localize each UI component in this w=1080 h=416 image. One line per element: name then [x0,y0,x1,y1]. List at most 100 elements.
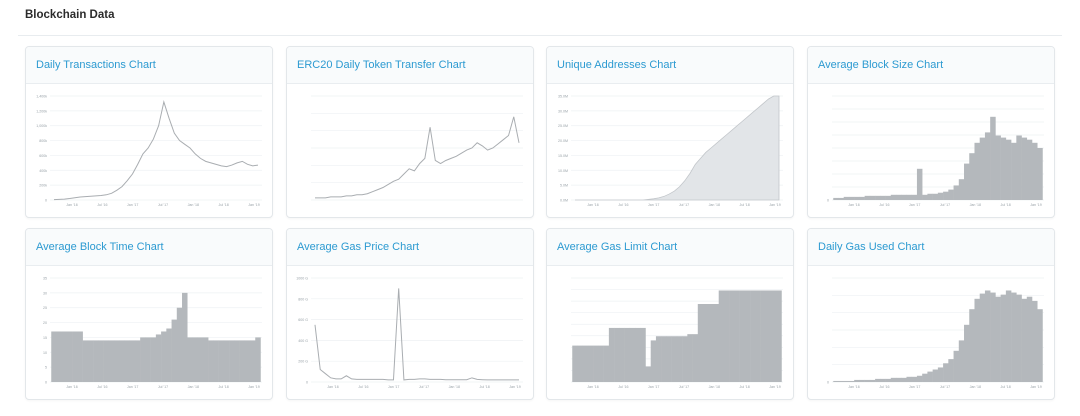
y-tick-label: 1000 G [296,277,308,281]
chart-bar [1016,294,1022,382]
chart-bar [119,340,125,382]
card-header: Average Block Time Chart [26,229,272,266]
chart-bar [72,331,78,382]
chart-bar [755,290,761,382]
y-tick-label: 15 [43,336,47,340]
chart-bar [869,379,876,382]
x-tick-label: Jan '19 [248,385,259,389]
card-title-link[interactable]: Average Gas Price Chart [297,241,420,253]
chart-bar [66,331,73,382]
card-daily-gas-used[interactable]: Daily Gas Used Chart 0 Jan '16 Jul '16 Jan … [807,228,1055,400]
chart-bar [108,340,115,382]
chart-line-series [53,100,259,201]
x-tick-label: Jan '17 [127,385,138,389]
chart-area: 0 5 10 15 20 25 30 35 Jan '16 Jul '16 Jan '17 Jul '… [26,266,272,399]
y-tick-label: 35.0M [558,95,568,99]
chart-bar [1005,290,1012,382]
x-tick-label: Jul '17 [158,203,168,207]
chart-bar [56,331,62,382]
chart-bar [161,331,167,382]
chart-bar [1021,298,1028,382]
y-tick-label: 0 [306,381,308,385]
card-title-link[interactable]: ERC20 Daily Token Transfer Chart [297,59,466,71]
card-title-link[interactable]: Average Gas Limit Chart [557,241,678,253]
chart-bar [984,290,991,382]
card-unique-addresses[interactable]: Unique Addresses Chart 0.0M 5.0M 10.0M 15.0… [546,46,794,218]
x-tick-label: Jan '16 [587,203,598,207]
chart-bar [145,337,151,382]
erc20-transfer-chart [311,95,523,201]
chart-area: 0 Jan '16 Jul '16 Jan '17 Jul '17 Jan '18 Jul … [808,266,1054,399]
x-tick-label: Jan '16 [66,385,77,389]
x-tick-label: Jan '17 [127,203,138,207]
x-tick-label: Jul '16 [879,203,889,207]
chart-bar [916,168,923,200]
card-title-link[interactable]: Daily Gas Used Chart [818,241,925,253]
chart-bar [739,290,746,382]
x-tick-label: Jan '18 [449,385,460,389]
chart-bar [943,191,949,200]
chart-bar [208,340,214,382]
card-title-link[interactable]: Average Block Time Chart [36,241,164,253]
x-tick-label: Jan '18 [970,203,981,207]
chart-bar [990,292,996,382]
chart-bar [697,304,704,382]
chart-bar [213,340,219,382]
chart-bar [833,197,839,200]
chart-bar [1032,300,1038,382]
chart-bar [703,304,709,382]
x-tick-label: Jul '18 [740,385,750,389]
y-tick-label: 800k [39,139,47,143]
chart-area: 0 200 G 400 G 600 G 800 G 1000 G Jan '16 Jul '1… [287,266,533,399]
chart-bar [964,324,970,382]
chart-bar [572,345,578,382]
chart-bar [948,359,954,382]
chart-bar [995,135,1001,200]
y-tick-label: 35 [43,277,47,281]
card-title-link[interactable]: Unique Addresses Chart [557,59,677,71]
chart-bar [676,336,683,382]
unique-addresses-chart: 0.0M 5.0M 10.0M 15.0M 20.0M 25.0M 30.0M 35.0M Ja… [558,95,783,207]
chart-bar [901,377,907,382]
card-header: Daily Gas Used Chart [808,229,1054,266]
card-daily-transactions[interactable]: Daily Transactions Chart 0 200k 400k 600k 80… [25,46,273,218]
chart-bar [864,379,871,382]
y-tick-label: 1,000k [36,124,47,128]
chart-bar [723,290,730,382]
chart-bar [666,336,672,382]
chart-bar [234,340,240,382]
x-tick-label: Jan '17 [909,203,920,207]
x-tick-label: Jan '19 [1030,385,1041,389]
card-average-block-time[interactable]: Average Block Time Chart 0 5 10 15 20 25 30 35 J… [25,228,273,400]
chart-bar [671,336,678,382]
y-tick-label: 0 [45,199,47,203]
chart-bar [171,319,178,382]
chart-bar [77,331,83,382]
chart-bar [1037,148,1043,200]
chart-bar [250,340,256,382]
card-average-block-size[interactable]: Average Block Size Chart 0 Jan '16 Jul '16… [807,46,1055,218]
chart-bar [859,196,865,200]
x-tick-label: Jan '17 [648,203,659,207]
chart-bar [582,345,589,382]
chart-area: 0 Jan '16 Jul '16 Jan '17 Jul '17 Jan '18 Jul … [808,84,1054,217]
y-tick-label: 200 G [298,360,308,364]
chart-bar [624,327,631,382]
y-tick-label: 10.0M [558,169,568,173]
chart-bar [885,378,892,382]
chart-bar [661,336,667,382]
card-title-link[interactable]: Average Block Size Chart [818,59,944,71]
chart-area: 0 200k 400k 600k 800k 1,000k 1,200k 1,400k Jan '… [26,84,272,217]
card-title-link[interactable]: Daily Transactions Chart [36,59,156,71]
chart-bar [927,193,933,200]
card-average-gas-price[interactable]: Average Gas Price Chart 0 200 G 400 G 600 G… [286,228,534,400]
card-average-gas-limit[interactable]: Average Gas Limit Chart Jan '16 Jul '16 Ja… [546,228,794,400]
chart-bar [134,340,141,382]
chart-bar [650,340,657,382]
chart-bar [614,327,620,382]
card-header: Daily Transactions Chart [26,47,272,84]
chart-bar [922,373,928,382]
card-erc20-transfers[interactable]: ERC20 Daily Token Transfer Chart [286,46,534,218]
chart-line-series [315,116,520,199]
chart-bar [859,379,865,382]
